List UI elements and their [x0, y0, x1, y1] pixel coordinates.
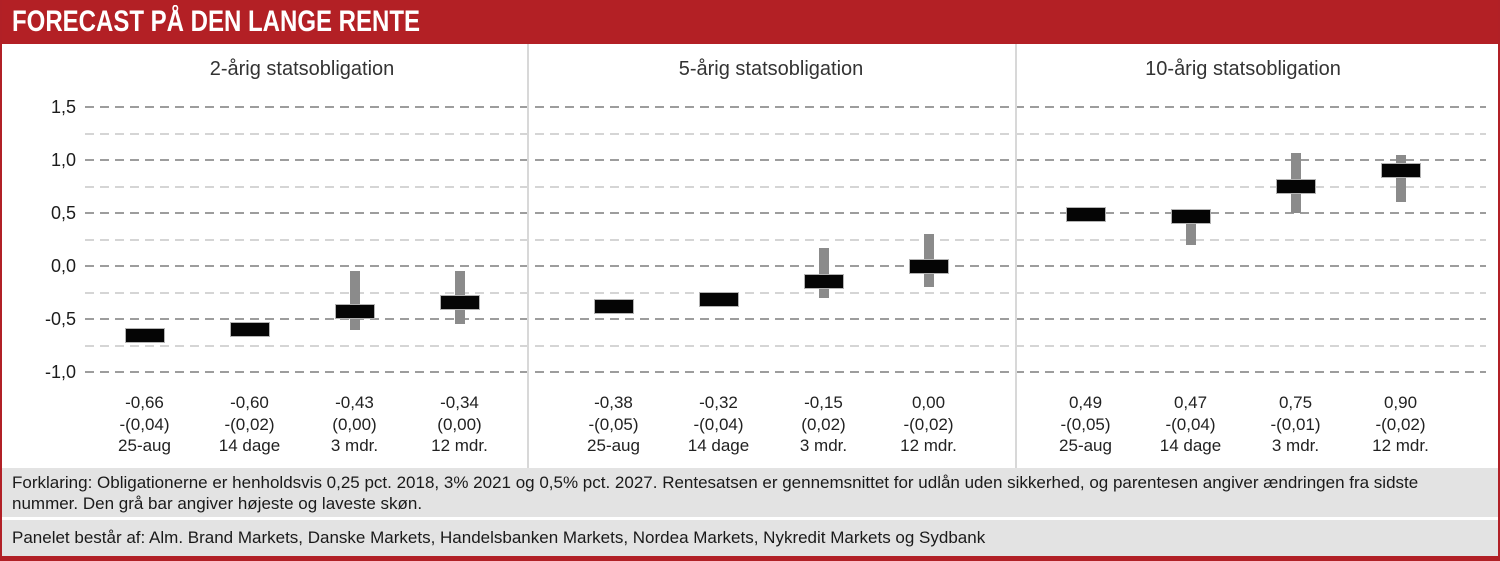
point-change-label: (0,00)	[332, 414, 377, 434]
point-period-label: 12 mdr.	[1372, 436, 1429, 455]
point-label: -0,43 (0,00) 3 mdr.	[300, 392, 410, 457]
page-title: FORECAST PÅ DEN LANGE RENTE	[12, 5, 421, 38]
y-axis-tick-label: 0,0	[50, 256, 76, 276]
forecast-bar	[593, 298, 634, 314]
panel-title: 10-årig statsobligation	[1145, 58, 1341, 80]
major-gridline	[85, 212, 1486, 214]
y-axis-tick-label: -0,5	[44, 309, 76, 329]
point-value-label: -0,60	[230, 393, 269, 412]
footer: Forklaring: Obligationerne er henholdsvi…	[2, 468, 1498, 556]
major-gridline	[85, 159, 1486, 161]
title-bar: FORECAST PÅ DEN LANGE RENTE	[2, 0, 1498, 44]
point-label: 0,47 -(0,04) 14 dage	[1136, 392, 1246, 457]
point-value-label: -0,66	[125, 393, 164, 412]
point-period-label: 25-aug	[118, 436, 171, 455]
point-period-label: 14 dage	[687, 436, 750, 455]
point-change-label: -(0,01)	[1270, 414, 1321, 434]
forecast-bar	[1275, 179, 1316, 194]
panel-separator	[527, 44, 529, 468]
chart-area: 1,5 1,0 0,5 0,0 -0,5 -1,0 2-årig statsobligati…	[2, 44, 1498, 468]
point-period-label: 14 dage	[1159, 436, 1222, 455]
point-label: -0,60 -(0,02) 14 dage	[195, 392, 305, 457]
point-label: -0,34 (0,00) 12 mdr.	[405, 392, 515, 457]
point-change-label: -(0,04)	[1165, 414, 1216, 434]
panel-title: 5-årig statsobligation	[678, 58, 864, 80]
point-label: 0,49 -(0,05) 25-aug	[1031, 392, 1141, 457]
point-value-label: -0,15	[804, 393, 843, 412]
panel-separator	[1015, 44, 1017, 468]
point-period-label: 3 mdr.	[330, 436, 379, 455]
forecast-bar	[229, 322, 270, 338]
range-bar	[1185, 213, 1196, 245]
point-label: -0,15 (0,02) 3 mdr.	[769, 392, 879, 457]
y-axis-tick-label: 0,5	[50, 203, 76, 223]
footer-explanation: Forklaring: Obligationerne er henholdsvi…	[2, 468, 1498, 517]
point-label: 0,75 -(0,01) 3 mdr.	[1241, 392, 1351, 457]
forecast-bar	[698, 292, 739, 308]
point-change-label: -(0,05)	[1060, 414, 1111, 434]
point-period-label: 12 mdr.	[900, 436, 957, 455]
major-gridline	[85, 265, 1486, 267]
point-value-label: 0,90	[1383, 393, 1418, 412]
minor-gridline	[85, 132, 1486, 135]
range-bar	[818, 247, 829, 298]
point-label: -0,38 -(0,05) 25-aug	[559, 392, 669, 457]
point-period-label: 3 mdr.	[799, 436, 848, 455]
panel-title: 2-årig statsobligation	[209, 58, 395, 80]
point-value-label: -0,32	[699, 393, 738, 412]
major-gridline	[85, 371, 1486, 373]
y-axis-tick-label: 1,5	[50, 97, 76, 117]
point-change-label: (0,00)	[437, 414, 482, 434]
point-label: -0,32 -(0,04) 14 dage	[664, 392, 774, 457]
point-change-label: -(0,02)	[903, 414, 954, 434]
minor-gridline	[85, 344, 1486, 347]
point-label: 0,00 -(0,02) 12 mdr.	[874, 392, 984, 457]
y-axis-tick-label: -1,0	[44, 362, 76, 382]
point-period-label: 14 dage	[218, 436, 281, 455]
forecast-bar	[124, 328, 165, 344]
major-gridline	[85, 318, 1486, 320]
forecast-bar	[334, 304, 375, 320]
point-change-label: -(0,02)	[1375, 414, 1426, 434]
forecast-bar	[803, 274, 844, 290]
point-value-label: -0,38	[594, 393, 633, 412]
point-change-label: -(0,04)	[119, 414, 170, 434]
y-axis-tick-label: 1,0	[50, 150, 76, 170]
point-period-label: 12 mdr.	[431, 436, 488, 455]
range-bar	[349, 271, 360, 330]
forecast-bar	[908, 258, 949, 274]
point-change-label: -(0,05)	[588, 414, 639, 434]
point-value-label: 0,00	[911, 393, 946, 412]
forecast-bar	[439, 294, 480, 310]
point-change-label: (0,02)	[801, 414, 846, 434]
range-bar	[1395, 154, 1406, 203]
point-value-label: -0,34	[440, 393, 479, 412]
minor-gridline	[85, 185, 1486, 188]
point-value-label: -0,43	[335, 393, 374, 412]
point-value-label: 0,49	[1068, 393, 1103, 412]
point-period-label: 3 mdr.	[1271, 436, 1320, 455]
forecast-bar	[1380, 163, 1421, 179]
point-period-label: 25-aug	[1059, 436, 1112, 455]
point-value-label: 0,47	[1173, 393, 1208, 412]
point-change-label: -(0,04)	[693, 414, 744, 434]
point-period-label: 25-aug	[587, 436, 640, 455]
point-value-label: 0,75	[1278, 393, 1313, 412]
point-label: -0,66 -(0,04) 25-aug	[90, 392, 200, 457]
forecast-bar	[1065, 206, 1106, 222]
point-change-label: -(0,02)	[224, 414, 275, 434]
forecast-bar	[1170, 208, 1211, 224]
minor-gridline	[85, 291, 1486, 294]
footer-panel-members: Panelet består af: Alm. Brand Markets, D…	[2, 520, 1498, 556]
point-label: 0,90 -(0,02) 12 mdr.	[1346, 392, 1456, 457]
minor-gridline	[85, 238, 1486, 241]
major-gridline	[85, 106, 1486, 108]
